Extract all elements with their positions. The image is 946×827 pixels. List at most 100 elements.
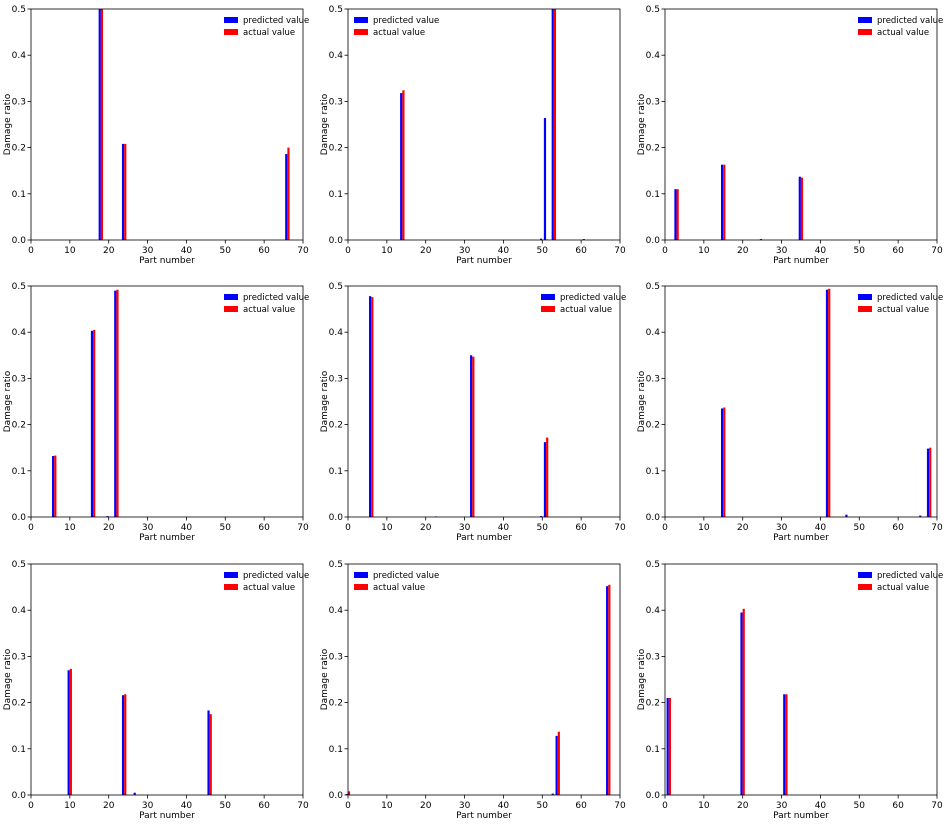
- x-tick-label: 0: [662, 801, 668, 811]
- bar-predicted-part-68: [926, 448, 930, 517]
- bar-actual-part-22: [116, 289, 119, 517]
- x-tick-label: 10: [64, 801, 76, 811]
- x-tick-label: 40: [498, 801, 510, 811]
- bar-predicted-part-14: [400, 93, 403, 240]
- bar-actual-part-6: [371, 297, 374, 517]
- x-tick-label: 0: [345, 801, 351, 811]
- legend-label-actual: actual value: [560, 305, 612, 315]
- y-tick-label: 0.4: [329, 51, 344, 61]
- x-tick-label: 60: [258, 801, 270, 811]
- y-tick-label: 0.1: [329, 467, 343, 477]
- y-tick-label: 0.1: [12, 745, 26, 755]
- x-axis-label: Part number: [139, 533, 195, 543]
- plot-frame: [30, 8, 304, 241]
- y-tick-label: 0.0: [12, 513, 27, 523]
- x-tick-label: 60: [575, 523, 587, 533]
- legend-label-predicted: predicted value: [373, 16, 439, 26]
- x-tick-label: 50: [220, 246, 232, 256]
- legend-label-actual: actual value: [373, 583, 425, 593]
- bar-predicted-part-25: [759, 239, 763, 240]
- y-tick-label: 0.0: [646, 513, 661, 523]
- legend: predicted value actual value: [858, 571, 943, 593]
- bar-predicted-part-51: [543, 442, 547, 517]
- bar-predicted-part-32: [470, 355, 473, 517]
- bar-predicted-part-24: [121, 143, 125, 240]
- bar-predicted-part-6: [52, 456, 55, 517]
- bar-actual-part-14: [402, 90, 405, 240]
- chart-panel-5: 0 10 20 30 40 50 60 70 0.0 0.1 0.2 0.3 0.4 0.5 Part nu…: [320, 282, 626, 543]
- y-tick-label: 0.4: [646, 328, 661, 338]
- y-tick-label: 0.2: [12, 699, 26, 709]
- x-tick-label: 40: [498, 523, 510, 533]
- y-tick-label: 0.3: [12, 97, 26, 107]
- bar-actual-part-6: [54, 455, 57, 517]
- y-tick-label: 0.5: [329, 5, 343, 15]
- bar-predicted-part-61: [582, 239, 585, 240]
- legend-label-actual: actual value: [373, 28, 425, 38]
- legend-swatch-actual: [224, 584, 238, 590]
- bar-predicted-part-0: [345, 794, 348, 795]
- y-axis-label: Damage ratio: [3, 93, 13, 155]
- y-tick-label: 0.3: [12, 374, 26, 384]
- x-tick-label: 30: [459, 523, 471, 533]
- x-tick-label: 70: [931, 523, 943, 533]
- y-tick-label: 0.5: [12, 282, 26, 292]
- legend-swatch-predicted: [858, 294, 872, 300]
- legend-label-predicted: predicted value: [560, 293, 626, 303]
- y-tick-label: 0.3: [646, 374, 660, 384]
- x-tick-label: 50: [537, 246, 549, 256]
- x-axis-label: Part number: [139, 811, 195, 821]
- y-tick-label: 0.3: [329, 374, 343, 384]
- x-tick-label: 50: [220, 801, 232, 811]
- y-tick-label: 0.1: [646, 467, 660, 477]
- bar-predicted-part-24: [121, 695, 125, 795]
- y-axis-label: Damage ratio: [637, 648, 647, 710]
- bar-actual-part-3: [676, 189, 679, 240]
- x-tick-label: 70: [614, 246, 626, 256]
- y-tick-label: 0.0: [329, 791, 344, 801]
- plot-frame: [30, 563, 304, 796]
- bar-predicted-part-47: [845, 514, 848, 517]
- bar-predicted-part-42: [825, 289, 829, 517]
- plot-frame: [347, 285, 621, 518]
- y-axis-label: Damage ratio: [320, 648, 330, 710]
- y-tick-label: 0.2: [646, 421, 660, 431]
- bar-actual-part-68: [929, 447, 932, 517]
- bar-actual-part-1: [668, 697, 671, 795]
- bar-predicted-part-50: [539, 238, 543, 240]
- bar-predicted-part-53: [551, 9, 554, 240]
- y-tick-label: 0.5: [646, 5, 660, 15]
- y-tick-label: 0.5: [329, 282, 343, 292]
- y-tick-label: 0.2: [329, 699, 343, 709]
- bar-predicted-part-66: [285, 154, 288, 240]
- x-tick-label: 10: [698, 246, 710, 256]
- bar-actual-part-15: [723, 164, 726, 240]
- y-tick-label: 0.0: [12, 236, 27, 246]
- bar-actual-part-42: [828, 288, 831, 517]
- x-tick-label: 30: [776, 523, 788, 533]
- x-tick-label: 60: [258, 523, 270, 533]
- bar-actual-part-31: [785, 694, 788, 795]
- x-tick-label: 70: [614, 801, 626, 811]
- chart-panel-6: 0 10 20 30 40 50 60 70 0.0 0.1 0.2 0.3 0.4 0.5 Part nu…: [637, 282, 943, 543]
- bar-predicted-part-20: [740, 612, 743, 795]
- y-axis-label: Damage ratio: [637, 93, 647, 155]
- bar-predicted-part-53: [551, 793, 554, 795]
- y-tick-label: 0.4: [329, 328, 344, 338]
- x-tick-label: 10: [64, 246, 76, 256]
- y-tick-label: 0.5: [12, 5, 26, 15]
- legend-swatch-actual: [354, 29, 368, 35]
- bar-actual-part-66: [287, 147, 290, 240]
- bar-actual-part-10: [69, 668, 72, 795]
- x-tick-label: 0: [662, 523, 668, 533]
- x-tick-label: 30: [142, 246, 154, 256]
- y-tick-label: 0.2: [646, 699, 660, 709]
- bar-actual-part-54: [557, 731, 560, 795]
- legend-swatch-predicted: [354, 572, 368, 578]
- bar-predicted-part-1: [666, 697, 669, 795]
- x-tick-label: 30: [142, 523, 154, 533]
- x-axis-label: Part number: [773, 811, 829, 821]
- x-tick-label: 70: [931, 246, 943, 256]
- y-tick-label: 0.1: [329, 745, 343, 755]
- legend-swatch-actual: [224, 29, 238, 35]
